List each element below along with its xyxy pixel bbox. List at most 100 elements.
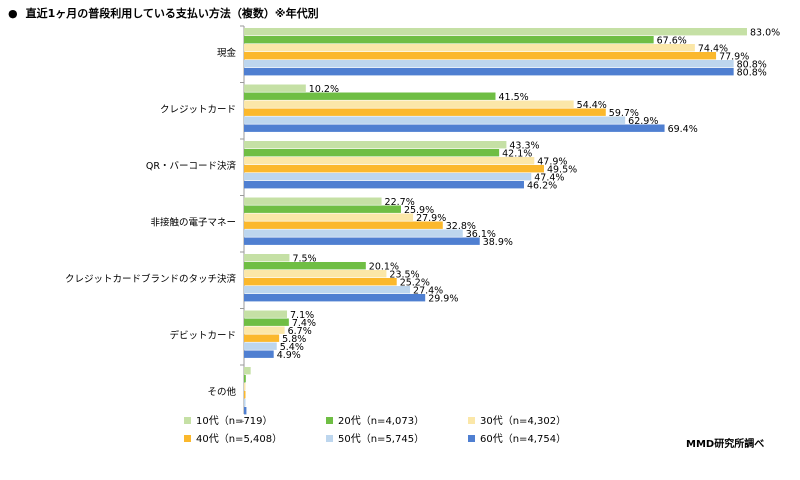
bar-60s bbox=[244, 407, 247, 415]
title-bullet: ● bbox=[8, 7, 18, 20]
data-label: 32.8% bbox=[446, 221, 476, 232]
bar-50s bbox=[244, 116, 626, 124]
category-label: 非接触の電子マネー bbox=[150, 217, 236, 229]
data-label: 41.5% bbox=[498, 92, 528, 103]
bar-40s bbox=[244, 391, 246, 399]
data-label: 7.1% bbox=[290, 310, 314, 321]
bar-30s bbox=[244, 383, 246, 391]
bar-30s bbox=[244, 44, 695, 52]
bar-30s bbox=[244, 213, 414, 221]
data-label: 22.7% bbox=[385, 197, 415, 208]
bar-20s bbox=[244, 149, 500, 157]
data-label: 7.4% bbox=[292, 318, 316, 329]
legend-label: 10代（n=719） bbox=[196, 415, 273, 427]
bar-10s bbox=[244, 28, 747, 36]
legend-label: 20代（n=4,073） bbox=[338, 415, 424, 427]
data-label: 27.9% bbox=[416, 213, 446, 224]
bar-60s bbox=[244, 350, 274, 358]
bar-50s bbox=[244, 399, 246, 407]
bar-20s bbox=[244, 205, 401, 213]
bar-50s bbox=[244, 229, 463, 237]
bar-10s bbox=[244, 254, 290, 262]
data-label: 7.5% bbox=[292, 254, 316, 265]
data-label: 62.9% bbox=[628, 116, 658, 127]
legend-swatch bbox=[326, 417, 333, 424]
data-label: 20.1% bbox=[369, 262, 399, 273]
data-label: 80.8% bbox=[737, 68, 767, 79]
category-label: その他 bbox=[207, 386, 236, 398]
bar-10s bbox=[244, 84, 306, 92]
data-label: 25.9% bbox=[404, 205, 434, 216]
data-label: 38.9% bbox=[483, 237, 513, 248]
bar-60s bbox=[244, 68, 734, 76]
category-label: 現金 bbox=[217, 47, 237, 59]
legend-label: 50代（n=5,745） bbox=[338, 433, 424, 445]
bar-40s bbox=[244, 334, 280, 342]
legend-label: 40代（n=5,408） bbox=[196, 433, 282, 445]
data-label: 59.7% bbox=[609, 108, 639, 119]
data-label: 10.2% bbox=[309, 84, 339, 95]
data-label: 80.8% bbox=[737, 60, 767, 71]
bar-20s bbox=[244, 375, 246, 383]
category-label: クレジットカードブランドのタッチ決済 bbox=[65, 273, 237, 285]
legend-label: 60代（n=4,754） bbox=[480, 433, 566, 445]
bar-60s bbox=[244, 181, 524, 189]
data-label: 27.4% bbox=[413, 286, 443, 297]
data-label: 5.8% bbox=[282, 334, 306, 345]
bar-40s bbox=[244, 278, 397, 286]
legend-swatch bbox=[184, 417, 191, 424]
bar-50s bbox=[244, 286, 411, 294]
data-label: 5.4% bbox=[280, 342, 304, 353]
title-text: 直近1ヶ月の普段利用している支払い方法（複数）※年代別 bbox=[25, 7, 319, 20]
data-label: 36.1% bbox=[466, 229, 496, 240]
data-label: 74.4% bbox=[698, 44, 728, 55]
data-label: 4.9% bbox=[277, 350, 301, 361]
data-label: 69.4% bbox=[668, 124, 698, 135]
data-label: 49.5% bbox=[547, 165, 577, 176]
category-label: デビットカード bbox=[169, 330, 236, 342]
category-label: QR・バーコード決済 bbox=[146, 160, 237, 172]
legend-swatch bbox=[326, 435, 333, 442]
legend-swatch bbox=[468, 435, 475, 442]
bar-10s bbox=[244, 197, 382, 205]
data-label: 54.4% bbox=[577, 100, 607, 111]
data-label: 29.9% bbox=[428, 294, 458, 305]
data-label: 42.1% bbox=[502, 149, 532, 160]
data-label: 47.9% bbox=[537, 157, 567, 168]
bar-60s bbox=[244, 124, 665, 132]
bar-60s bbox=[244, 294, 426, 302]
bar-50s bbox=[244, 60, 734, 68]
bar-60s bbox=[244, 237, 480, 245]
bar-50s bbox=[244, 342, 277, 350]
bar-30s bbox=[244, 270, 387, 278]
data-label: 46.2% bbox=[527, 181, 557, 192]
data-label: 77.9% bbox=[719, 52, 749, 63]
bar-40s bbox=[244, 221, 443, 229]
data-label: 67.6% bbox=[657, 36, 687, 47]
category-label: クレジットカード bbox=[160, 105, 236, 116]
source-credit: MMD研究所調べ bbox=[686, 439, 765, 450]
legend-label: 30代（n=4,302） bbox=[480, 415, 566, 427]
bar-40s bbox=[244, 52, 717, 60]
chart-title: ● 直近1ヶ月の普段利用している支払い方法（複数）※年代別 bbox=[8, 5, 319, 21]
bar-20s bbox=[244, 262, 366, 270]
bar-20s bbox=[244, 92, 496, 100]
bar-30s bbox=[244, 100, 574, 108]
data-label: 47.4% bbox=[534, 173, 564, 184]
bar-30s bbox=[244, 157, 535, 165]
data-label: 23.5% bbox=[389, 270, 419, 281]
bar-30s bbox=[244, 326, 285, 334]
bar-10s bbox=[244, 310, 288, 318]
legend-swatch bbox=[184, 435, 191, 442]
bar-20s bbox=[244, 318, 289, 326]
legend-swatch bbox=[468, 417, 475, 424]
data-label: 6.7% bbox=[288, 326, 312, 337]
data-label: 83.0% bbox=[750, 28, 780, 39]
bar-50s bbox=[244, 173, 532, 181]
data-label: 25.2% bbox=[400, 278, 430, 289]
bar-40s bbox=[244, 108, 606, 116]
bar-10s bbox=[244, 141, 507, 149]
data-label: 43.3% bbox=[509, 141, 539, 152]
bar-40s bbox=[244, 165, 544, 173]
